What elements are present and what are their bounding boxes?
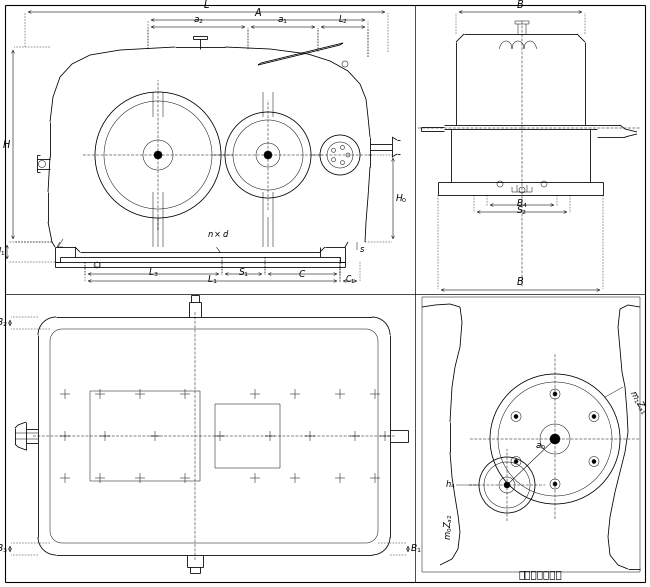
Text: $H_1$: $H_1$ [0,246,5,258]
Text: $B_3$: $B_3$ [0,543,8,555]
Text: $C$: $C$ [298,268,307,279]
Circle shape [514,460,518,464]
Text: $S_1$: $S_1$ [238,266,249,279]
Text: $B_2$: $B_2$ [0,317,8,329]
Text: $B$: $B$ [517,0,525,10]
Text: $m_1Z_{a1}$: $m_1Z_{a1}$ [626,387,650,417]
Circle shape [264,151,272,159]
Circle shape [553,482,557,486]
Text: $s$: $s$ [359,245,365,254]
Text: $B_4$: $B_4$ [516,197,528,210]
Circle shape [553,392,557,396]
Circle shape [154,151,162,159]
Text: $B$: $B$ [517,275,525,287]
Text: $n \times d$: $n \times d$ [207,228,229,239]
Text: 惰轮部分尺寸图: 惰轮部分尺寸图 [518,569,562,579]
Text: $A$: $A$ [254,6,262,18]
Circle shape [514,414,518,419]
Text: $L_2$: $L_2$ [338,13,348,25]
Text: $H$: $H$ [2,139,11,150]
Circle shape [504,482,510,488]
Bar [90,391,200,481]
Text: $L_3$: $L_3$ [148,266,159,279]
Text: $H_0$: $H_0$ [395,193,408,205]
Text: $a_0$: $a_0$ [535,441,546,452]
Text: $C_1$: $C_1$ [345,274,355,286]
Circle shape [592,460,596,464]
Text: $L$: $L$ [203,0,210,10]
Text: $S_2$: $S_2$ [517,204,528,217]
Text: $h_4$: $h_4$ [445,479,456,491]
Text: $a_1$: $a_1$ [278,15,289,25]
Text: $B_1$: $B_1$ [410,543,422,555]
Circle shape [592,414,596,419]
Bar [215,404,280,468]
Text: $a_2$: $a_2$ [192,15,203,25]
Text: $L_1$: $L_1$ [207,274,218,286]
Circle shape [550,434,560,444]
Text: $m_0Z_{a2}$: $m_0Z_{a2}$ [443,514,455,540]
